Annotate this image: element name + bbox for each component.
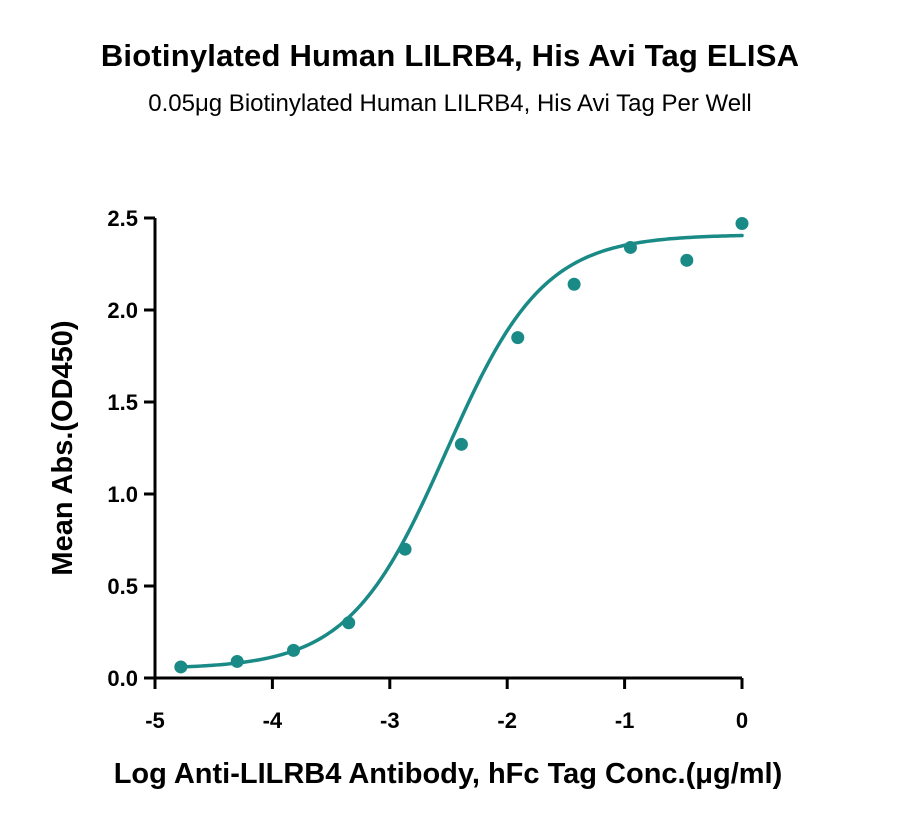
data-point: [174, 660, 188, 674]
chart-subtitle: 0.05μg Biotinylated Human LILRB4, His Av…: [148, 90, 752, 117]
data-point: [398, 542, 412, 556]
data-point: [287, 643, 301, 657]
y-tick-label: 2.5: [107, 206, 138, 231]
x-tick-label: -2: [497, 708, 517, 733]
x-tick-label: 0: [736, 708, 748, 733]
x-tick-label: -5: [145, 708, 165, 733]
data-point: [735, 217, 749, 231]
axes: [153, 218, 742, 680]
y-tick-label: 1.5: [107, 390, 138, 415]
y-tick-label: 0.0: [107, 666, 138, 691]
y-tick-label: 1.0: [107, 482, 138, 507]
x-tick-label: -4: [263, 708, 283, 733]
fit-curve: [179, 233, 744, 669]
y-tick-label: 0.5: [107, 574, 138, 599]
data-point: [623, 240, 637, 254]
data-point: [511, 331, 525, 345]
data-point: [230, 654, 244, 668]
y-ticks: 0.0 0.5 1.0 1.5 2.0 2.5: [107, 206, 155, 691]
x-tick-label: -1: [615, 708, 635, 733]
y-axis-title: Mean Abs.(OD450): [47, 320, 79, 575]
chart-title: Biotinylated Human LILRB4, His Avi Tag E…: [100, 38, 800, 73]
data-points: [174, 217, 749, 674]
data-point: [567, 277, 581, 291]
x-tick-label: -3: [380, 708, 400, 733]
data-point: [342, 616, 356, 630]
data-point: [454, 437, 468, 451]
x-ticks: -5 -4 -3 -2 -1 0: [145, 678, 748, 733]
x-axis-title: Log Anti-LILRB4 Antibody, hFc Tag Conc.(…: [114, 758, 783, 790]
data-point: [680, 253, 694, 267]
y-tick-label: 2.0: [107, 298, 138, 323]
